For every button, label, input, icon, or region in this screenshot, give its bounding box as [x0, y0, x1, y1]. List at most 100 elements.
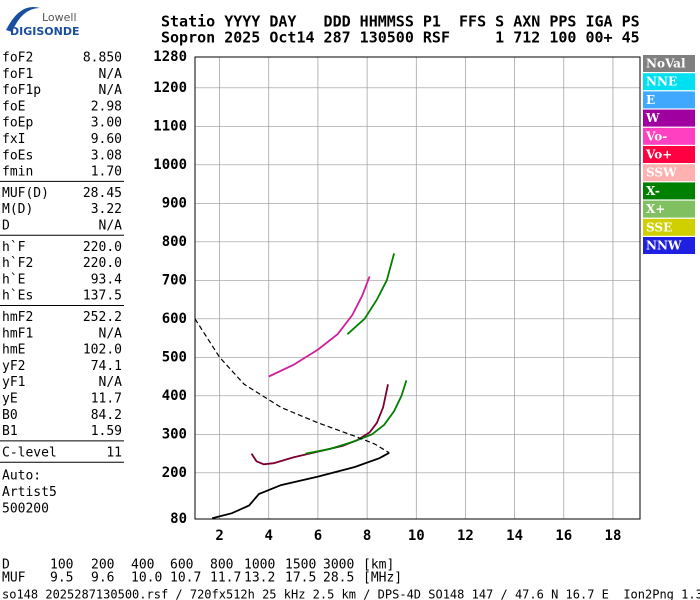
param-name: yF2: [2, 359, 25, 374]
muf-table-cell: [MHz]: [363, 571, 402, 586]
legend-label: Vo-: [645, 129, 667, 143]
y-tick-label: 500: [162, 349, 187, 365]
param-name: h`Es: [2, 289, 33, 304]
param-value: 220.0: [83, 240, 122, 255]
param-value: 11: [106, 445, 122, 460]
param-value: 3.08: [91, 148, 122, 163]
legend-label: W: [645, 111, 660, 125]
legend-swatch: [643, 73, 695, 91]
y-tick-label: 700: [162, 272, 187, 288]
param-value: 93.4: [91, 272, 122, 287]
param-name: hmF2: [2, 310, 33, 325]
auto-text: Auto:: [2, 469, 41, 484]
legend-swatch: [643, 109, 695, 127]
muf-table-cell: 100: [50, 558, 73, 573]
param-value: 28.45: [83, 186, 122, 201]
y-tick-label: 400: [162, 388, 187, 404]
muf-table-cell: 28.5: [323, 571, 354, 586]
param-value: 137.5: [83, 289, 122, 304]
trace: [268, 276, 371, 378]
legend-swatch: [643, 164, 695, 182]
param-value: 9.60: [91, 132, 122, 147]
y-tick-label: 1100: [153, 118, 187, 134]
param-name: foF1: [2, 67, 33, 82]
param-value: 74.1: [91, 359, 122, 374]
param-name: h`F2: [2, 256, 33, 271]
muf-table-cell: 3000: [323, 558, 354, 573]
legend-label: X-: [646, 184, 660, 198]
legend-swatch: [643, 237, 695, 254]
x-tick-label: 4: [265, 528, 273, 544]
param-name: yE: [2, 392, 18, 407]
muf-table-cell: 1500: [285, 558, 316, 573]
trace: [211, 452, 390, 520]
param-value: 3.22: [91, 202, 122, 217]
legend-label: SSW: [646, 166, 677, 180]
param-name: foEs: [2, 148, 33, 163]
x-tick-label: 12: [457, 528, 474, 544]
auto-text: 500200: [2, 501, 49, 516]
param-value: N/A: [99, 67, 123, 82]
header-line: Sopron 2025 Oct14 287 130500 RSF 1 712 1…: [161, 29, 640, 47]
muf-table-cell: 800: [210, 558, 233, 573]
param-name: h`E: [2, 272, 25, 287]
muf-table-cell: D: [2, 558, 10, 573]
x-tick-label: 18: [605, 528, 622, 544]
param-value: 84.2: [91, 408, 122, 423]
muf-table-cell: 200: [91, 558, 114, 573]
legend-label: X+: [646, 202, 665, 216]
param-name: foF2: [2, 51, 33, 66]
param-value: 252.2: [83, 310, 122, 325]
plot-border: [194, 56, 641, 520]
muf-table-cell: 9.5: [50, 571, 73, 586]
muf-table-cell: 1000: [244, 558, 275, 573]
y-tick-label: 600: [162, 311, 187, 327]
muf-table-cell: 600: [170, 558, 193, 573]
param-name: fmin: [2, 165, 33, 180]
param-name: fxI: [2, 132, 25, 147]
param-name: foF1p: [2, 83, 41, 98]
auto-text: Artist5: [2, 485, 57, 500]
param-value: N/A: [99, 219, 123, 234]
param-name: yF1: [2, 375, 25, 390]
param-value: N/A: [99, 326, 123, 341]
y-tick-label: 1200: [153, 80, 187, 96]
footer: so148_2025287130500.rsf / 720fx512h 25 k…: [2, 588, 700, 600]
logo-top: Lowell: [42, 11, 77, 24]
param-value: N/A: [99, 83, 123, 98]
y-tick-label: 200: [162, 465, 187, 481]
muf-table-cell: 11.7: [210, 571, 241, 586]
x-tick-label: 2: [215, 528, 223, 544]
param-name: D: [2, 219, 10, 234]
legend-swatch: [643, 146, 695, 163]
trace: [305, 380, 408, 455]
muf-table-cell: MUF: [2, 571, 26, 586]
muf-table-cell: 9.6: [91, 571, 114, 586]
x-tick-label: 14: [506, 528, 523, 544]
y-tick-label: 800: [162, 234, 187, 250]
legend-label: Vo+: [645, 148, 672, 162]
param-name: foEp: [2, 116, 33, 131]
trace: [194, 318, 390, 454]
trace: [346, 253, 395, 335]
legend-label: NoVal: [646, 57, 686, 71]
y-tick-label: 900: [162, 195, 187, 211]
x-tick-label: 6: [314, 528, 322, 544]
x-tick-label: 16: [555, 528, 572, 544]
param-name: h`F: [2, 240, 26, 255]
logo-bottom: DIGISONDE: [10, 25, 79, 38]
param-value: 1.70: [91, 165, 122, 180]
muf-table-cell: 10.7: [170, 571, 201, 586]
legend-label: NNW: [646, 239, 682, 253]
legend-swatch: [643, 182, 695, 200]
legend-swatch: [643, 127, 695, 145]
y-tick-label: 1280: [153, 49, 187, 65]
param-name: hmF1: [2, 326, 33, 341]
legend-swatch: [643, 200, 695, 218]
legend-swatch: [643, 91, 695, 109]
param-value: N/A: [99, 375, 123, 390]
param-name: B1: [2, 424, 18, 439]
param-value: 2.98: [91, 99, 122, 114]
muf-table-cell: 10.0: [131, 571, 162, 586]
